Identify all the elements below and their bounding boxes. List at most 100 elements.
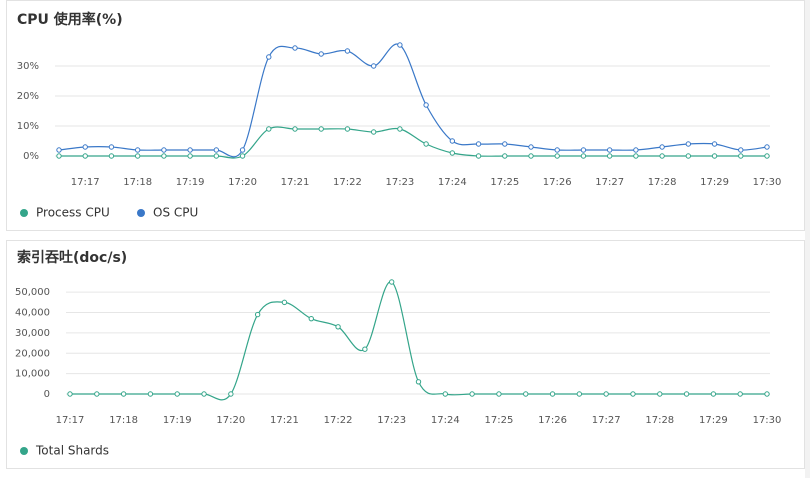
data-point: [442, 391, 449, 397]
data-point: [56, 153, 62, 159]
x-tick-label: 17:19: [163, 415, 192, 426]
data-point: [496, 391, 502, 397]
y-tick-label: 20,000: [15, 348, 50, 359]
legend-label: OS CPU: [153, 206, 198, 220]
data-point: [630, 391, 636, 397]
data-point: [187, 147, 193, 153]
data-point: [228, 391, 234, 397]
data-point: [120, 391, 127, 397]
x-tick-label: 17:21: [281, 177, 310, 188]
x-tick-label: 17:23: [385, 177, 414, 188]
data-point: [388, 279, 395, 285]
legend-label: Process CPU: [36, 206, 110, 220]
x-tick-label: 17:29: [700, 177, 729, 188]
data-point: [415, 379, 422, 385]
data-point: [685, 153, 692, 159]
data-point: [213, 147, 220, 153]
data-point: [147, 391, 154, 397]
y-tick-label: 30,000: [15, 328, 50, 339]
data-point: [685, 141, 692, 147]
data-point: [475, 141, 482, 147]
y-tick-label: 20%: [17, 91, 39, 102]
data-point: [201, 391, 207, 397]
data-point: [281, 299, 288, 306]
x-tick-label: 17:30: [753, 177, 782, 188]
data-point: [82, 144, 88, 150]
legend-marker: [20, 447, 28, 455]
data-point: [134, 147, 141, 153]
y-tick-label: 10%: [17, 121, 39, 132]
x-tick-label: 17:17: [71, 177, 100, 188]
data-point: [362, 346, 368, 352]
data-point: [449, 150, 456, 156]
data-point: [738, 147, 744, 153]
series-line: [70, 281, 767, 401]
data-point: [239, 153, 246, 159]
x-tick-label: 17:20: [216, 415, 245, 426]
data-point: [469, 391, 475, 397]
data-point: [161, 153, 167, 159]
data-point: [528, 144, 534, 150]
x-tick-label: 17:29: [699, 415, 728, 426]
data-point: [134, 153, 141, 159]
data-point: [711, 141, 718, 147]
data-point: [554, 153, 560, 159]
data-point: [108, 144, 115, 150]
data-point: [633, 153, 639, 159]
data-point: [254, 311, 261, 318]
data-point: [502, 141, 508, 147]
data-point: [318, 51, 324, 57]
x-tick-label: 17:21: [270, 415, 299, 426]
data-point: [576, 391, 583, 397]
data-point: [266, 126, 272, 132]
panel: [6, 240, 805, 469]
data-point: [764, 144, 770, 150]
data-point: [94, 391, 100, 397]
x-tick-label: 17:17: [56, 415, 85, 426]
data-point: [370, 129, 377, 135]
x-tick-label: 17:24: [438, 177, 467, 188]
y-tick-label: 40,000: [15, 308, 50, 319]
series-line: [58, 126, 767, 159]
data-point: [308, 315, 314, 322]
data-point: [475, 153, 482, 159]
data-point: [449, 138, 456, 144]
data-point: [292, 126, 298, 132]
data-point: [606, 153, 613, 159]
data-point: [82, 153, 88, 159]
x-tick-label: 17:18: [123, 177, 152, 188]
data-point: [606, 147, 613, 153]
data-point: [187, 153, 193, 159]
data-point: [580, 147, 587, 153]
data-point: [659, 144, 665, 150]
x-tick-label: 17:22: [333, 177, 362, 188]
data-point: [659, 153, 665, 159]
data-point: [554, 147, 560, 153]
y-tick-label: 50,000: [15, 287, 50, 298]
x-tick-label: 17:26: [538, 415, 567, 426]
x-tick-label: 17:24: [431, 415, 460, 426]
y-tick-label: 10,000: [15, 369, 50, 380]
x-tick-label: 17:25: [490, 177, 519, 188]
y-tick-label: 0: [44, 389, 50, 400]
x-tick-label: 17:30: [753, 415, 782, 426]
data-point: [764, 391, 770, 397]
x-tick-label: 17:25: [485, 415, 514, 426]
x-tick-label: 17:27: [592, 415, 621, 426]
data-point: [56, 147, 62, 153]
scroll-area: [805, 0, 810, 478]
legend-marker: [137, 209, 145, 217]
data-point: [549, 391, 556, 397]
y-tick-label: 0%: [23, 151, 39, 162]
x-tick-label: 17:28: [648, 177, 677, 188]
data-point: [370, 63, 377, 69]
data-point: [603, 391, 609, 397]
panel: [6, 0, 805, 231]
data-point: [318, 126, 324, 132]
data-point: [502, 153, 508, 159]
data-point: [528, 153, 534, 159]
x-tick-label: 17:22: [324, 415, 353, 426]
data-point: [580, 153, 587, 159]
